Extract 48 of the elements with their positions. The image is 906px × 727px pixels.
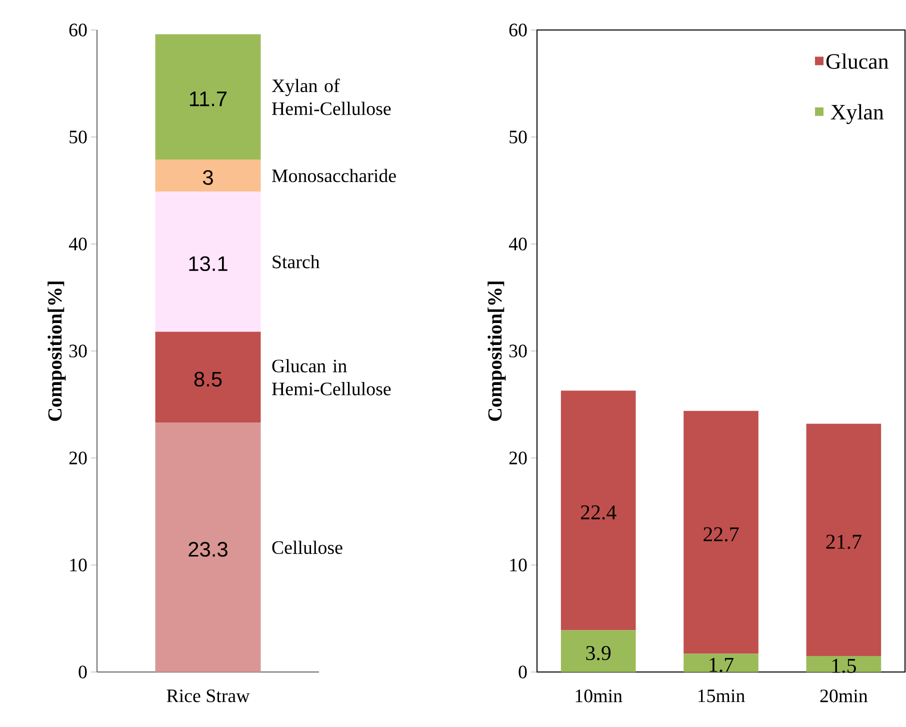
bar (806, 424, 882, 656)
y-tick-label: 30 (509, 344, 527, 358)
y-tick-label: 0 (78, 666, 87, 678)
x-tick-label: Rice Straw (166, 690, 250, 702)
y-tick-label: 10 (70, 558, 87, 572)
y-tick-label: 40 (68, 238, 87, 250)
bar (806, 656, 882, 672)
y-tick-label: 50 (510, 130, 527, 144)
y-tick-label: 50 (70, 130, 87, 144)
y-axis-title: Composition[%] (48, 282, 66, 421)
y-tick-label: 20 (69, 452, 87, 464)
bar (155, 332, 261, 423)
bar (155, 192, 261, 332)
data-label: 1.7 (710, 658, 734, 672)
y-tick-label: 60 (509, 24, 527, 36)
data-label: 21.7 (826, 534, 862, 549)
bar (684, 410, 758, 654)
data-label: 3 (202, 170, 213, 185)
bar (155, 34, 261, 160)
y-tick-label: 0 (518, 666, 527, 678)
bar (155, 159, 261, 192)
x-tick-label: 15min (698, 690, 745, 702)
y-tick-label: 40 (508, 238, 527, 250)
series-label: Starch (272, 255, 320, 268)
x-tick-label: 20min (820, 690, 868, 702)
data-label: 22.7 (704, 527, 739, 542)
data-label: 22.4 (580, 505, 616, 520)
y-axis-title: Composition[%] (488, 282, 506, 421)
data-label: 11.7 (190, 92, 227, 106)
data-label: 3.9 (586, 646, 611, 660)
legend-label: Xylan (830, 104, 884, 124)
bar (560, 630, 636, 672)
bar (155, 422, 261, 672)
series-label: Glucan in Hemi-Cellulose (272, 359, 391, 396)
data-label: 13.1 (189, 256, 228, 272)
x-tick-label: 10min (576, 690, 622, 702)
legend-label: Glucan (826, 53, 888, 69)
y-tick-label: 20 (509, 452, 527, 464)
bar (560, 390, 636, 630)
bar (684, 654, 758, 672)
series-label: Monosaccharide (272, 168, 396, 182)
data-label: 8.5 (194, 372, 222, 387)
series-label: Xylan of Hemi-Cellulose (272, 78, 391, 116)
y-tick-label: 10 (510, 558, 527, 572)
y-tick-label: 30 (69, 344, 87, 358)
data-label: 23.3 (188, 542, 228, 557)
series-label: Cellulose (272, 540, 342, 554)
y-tick-label: 60 (69, 24, 87, 36)
